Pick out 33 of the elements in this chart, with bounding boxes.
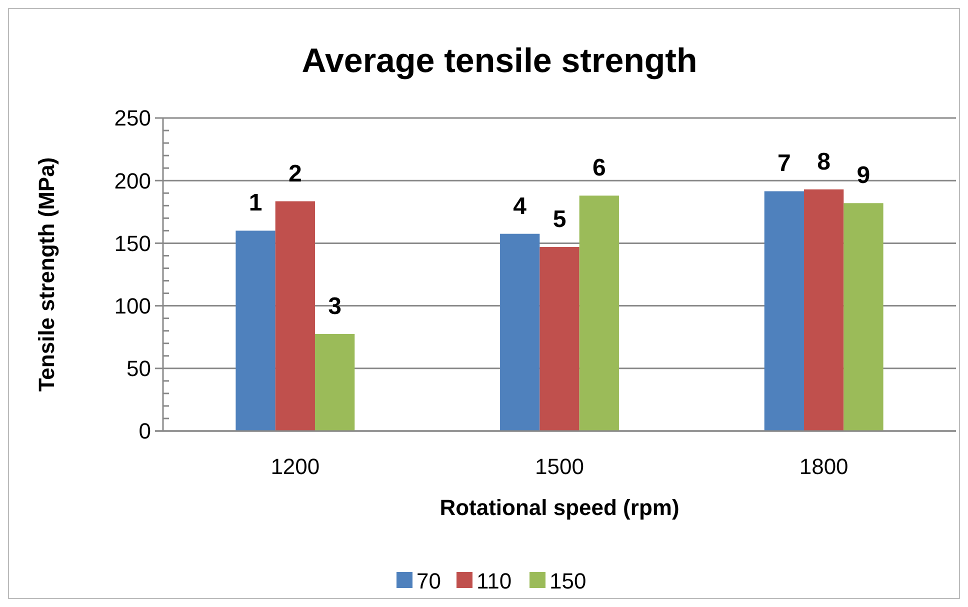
bar: [314, 334, 355, 431]
y-tick-label: 150: [114, 230, 151, 256]
annotation: 8: [817, 148, 831, 176]
legend-label: 70: [416, 568, 441, 594]
bar: [275, 201, 315, 431]
y-tick-label: 200: [114, 168, 151, 194]
bar: [804, 189, 844, 431]
annotation: 4: [513, 192, 528, 220]
bar: [236, 230, 276, 431]
annotation: 1: [248, 190, 262, 217]
y-tick-label: 250: [114, 106, 151, 131]
legend-label: 110: [476, 568, 512, 594]
bar: [500, 234, 540, 431]
legend-label: 150: [550, 568, 586, 594]
y-tick-label: 100: [114, 294, 151, 318]
bar: [579, 196, 619, 431]
annotation: 7: [778, 150, 791, 178]
annotation: 2: [288, 160, 302, 188]
bar: [540, 246, 580, 431]
annotation: 3: [328, 292, 342, 320]
annotation: 9: [856, 162, 870, 190]
x-tick-label: 1800: [799, 454, 848, 479]
annotation: 6: [592, 154, 606, 182]
x-tick-label: 1200: [270, 454, 320, 479]
x-axis-title: Rotational speed (rpm): [440, 495, 680, 520]
x-tick-label: 1500: [535, 454, 584, 479]
bar: [764, 191, 804, 431]
bar: [844, 203, 884, 431]
y-tick-label: 50: [126, 356, 151, 382]
y-axis-title: Tensile strength (MPa): [34, 157, 59, 392]
y-tick-label: 0: [138, 418, 151, 444]
chart-title: Average tensile strength: [302, 42, 698, 80]
annotation: 5: [552, 206, 566, 233]
